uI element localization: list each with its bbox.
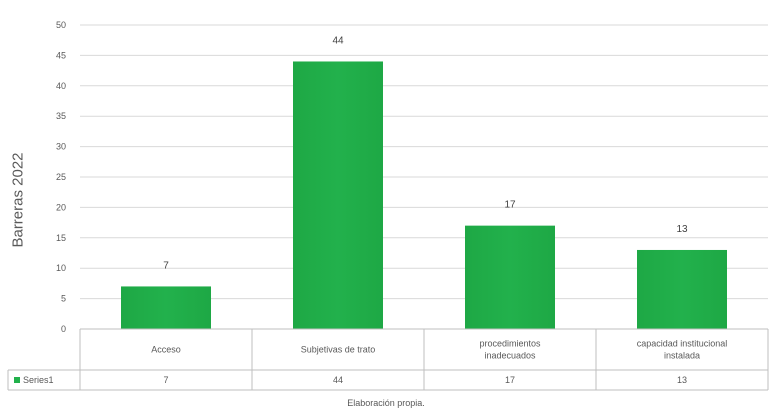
y-tick-label: 10	[56, 263, 66, 273]
x-tick-label: capacidad institucional	[637, 339, 728, 349]
source-note: Elaboración propia.	[347, 398, 425, 408]
x-tick-label: procedimientos	[479, 339, 541, 349]
data-label: 17	[504, 200, 516, 211]
y-tick-label: 50	[56, 20, 66, 30]
y-tick-label: 30	[56, 142, 66, 152]
bar	[121, 286, 211, 329]
x-tick-label: Subjetivas de trato	[301, 345, 376, 355]
bar	[465, 225, 555, 329]
y-tick-label: 5	[61, 294, 66, 304]
y-tick-label: 0	[61, 324, 66, 334]
data-label: 44	[332, 35, 344, 46]
table-value: 13	[677, 375, 687, 385]
y-tick-label: 20	[56, 202, 66, 212]
y-tick-label: 15	[56, 233, 66, 243]
legend-label: Series1	[23, 375, 54, 385]
table-value: 44	[333, 375, 343, 385]
chart-svg: 0 5 10 15 20 25 30 35 40 45 50 7 44 17 13 Acceso Subjeti…	[7, 20, 769, 391]
x-tick-label: instalada	[664, 351, 700, 361]
bar	[637, 249, 727, 329]
data-label: 13	[676, 224, 688, 235]
y-axis-title: Barreras 2022	[9, 152, 27, 248]
table-value: 7	[163, 375, 168, 385]
bar	[293, 61, 383, 329]
y-tick-label: 40	[56, 81, 66, 91]
data-label: 7	[163, 260, 169, 271]
y-tick-label: 45	[56, 50, 66, 60]
y-tick-label: 25	[56, 172, 66, 182]
legend-swatch	[14, 377, 20, 383]
table-value: 17	[505, 375, 515, 385]
x-tick-label: Acceso	[151, 345, 181, 355]
x-tick-label: inadecuados	[484, 351, 536, 361]
y-tick-label: 35	[56, 111, 66, 121]
